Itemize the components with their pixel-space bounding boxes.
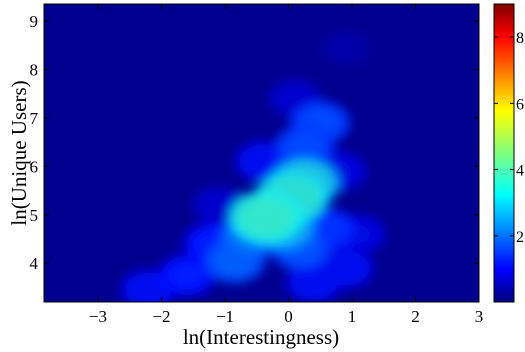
- x-tick-label: −2: [152, 307, 170, 326]
- y-axis-label: ln(Unique Users): [7, 80, 31, 225]
- density-peak: [284, 261, 344, 302]
- density-peak: [273, 124, 336, 170]
- colorbar-tick-label: 6: [516, 96, 524, 113]
- density-peak: [318, 28, 373, 68]
- colorbar-tick-label: 8: [516, 30, 524, 47]
- x-tick-label: −1: [216, 307, 234, 326]
- density-peak: [228, 189, 305, 245]
- colorbar-tick-label: 4: [516, 163, 524, 180]
- y-tick-label: 8: [30, 60, 39, 79]
- x-axis: −3 −2 −1 0 1 2 3: [89, 4, 483, 326]
- x-tick-label: 0: [284, 307, 293, 326]
- plot-area: [44, 4, 479, 302]
- y-tick-label: 5: [30, 206, 39, 225]
- colorbar-gradient: [493, 3, 515, 303]
- x-tick-label: 1: [348, 307, 357, 326]
- density-peak: [157, 253, 217, 298]
- density-layer: [119, 28, 387, 302]
- x-tick-label: −3: [89, 307, 107, 326]
- colorbar-tick-label: 2: [516, 229, 524, 246]
- x-tick-label: 2: [411, 307, 420, 326]
- x-axis-label: ln(Interestingness): [183, 325, 339, 349]
- y-tick-label: 9: [30, 12, 39, 31]
- y-tick-label: 7: [30, 109, 39, 128]
- y-tick-label: 6: [30, 157, 39, 176]
- y-axis: 4 5 6 7 8 9: [30, 12, 479, 273]
- colorbar-ticks: 2 4 6 8: [494, 30, 524, 246]
- x-tick-label: 3: [475, 307, 484, 326]
- colorbar: 2 4 6 8: [493, 3, 524, 303]
- y-tick-label: 4: [30, 254, 39, 273]
- plot-frame: [43, 3, 480, 303]
